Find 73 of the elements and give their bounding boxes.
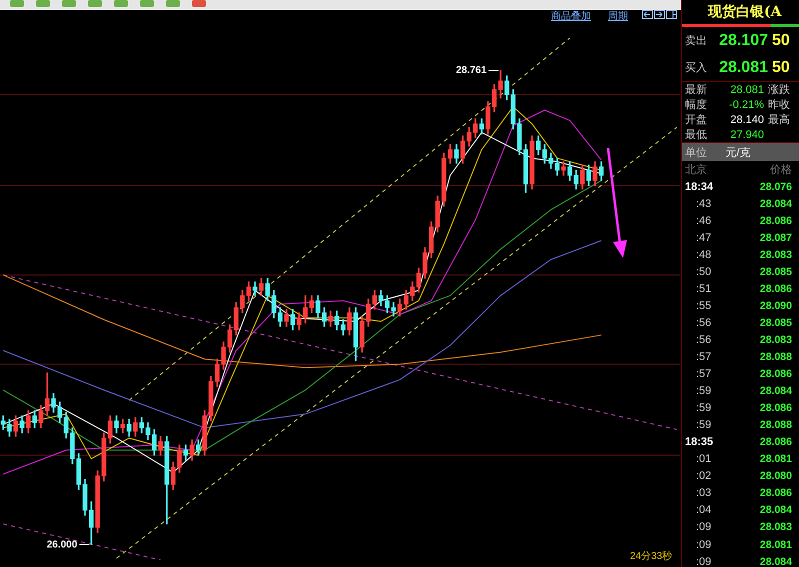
text: 24分33秒 [630,550,672,563]
text: 最新 [684,82,708,97]
text: 28.081 [718,58,768,76]
category-label: :01 [695,453,712,466]
category-label: :56 [695,316,712,329]
text: 幅度 [684,98,708,112]
text: 28.084 [760,198,792,210]
category-label: :46 [695,214,712,227]
text: 周期 [608,10,628,23]
text: 28.084 [760,504,792,516]
category-label: :56 [695,334,712,346]
text: -0.21% [728,98,764,110]
category-label: :48 [695,248,712,261]
annotation: 28.761 [456,65,487,76]
category-label: :59 [695,402,712,414]
text: 28.080 [760,470,792,482]
text: 卖出 [684,34,708,48]
category-label: :57 [695,350,712,363]
category-label: :04 [695,504,712,516]
text: 28.081 [760,538,792,550]
category-label: :51 [695,282,712,295]
category-label: :59 [695,385,712,398]
text: 28.085 [760,316,792,329]
text: 现货白银(A [706,3,783,22]
text: 28.140 [729,114,764,126]
category-label: 18:34 [684,180,714,193]
text: 元/克 [724,146,752,160]
text: 28.081 [729,84,764,96]
category-label: :03 [695,487,712,500]
category-label: :50 [695,266,712,278]
category-label: :43 [695,198,712,210]
text: 28.088 [760,419,792,432]
text: 商品叠加 [551,10,591,23]
text: 28.086 [760,282,792,295]
text: 28.086 [760,487,792,500]
text: 28.107 [718,32,768,50]
text: 开盘 [684,113,708,127]
text: 28.076 [760,180,792,193]
text: 50 [771,58,791,76]
text: 28.083 [760,248,792,261]
text: 28.087 [760,232,792,244]
text: 28.086 [760,368,792,380]
text: 28.084 [760,385,792,398]
text: 28.086 [760,436,792,448]
text: 最低 [684,128,708,142]
text: 28.084 [760,556,792,567]
category-label: :59 [695,419,712,432]
text: 北京 [684,162,708,177]
category-label: :55 [695,300,712,312]
text: 买入 [684,61,708,75]
text: 单位 [684,146,708,160]
text: 50 [771,32,791,50]
text: 28.081 [760,453,792,466]
category-label: :09 [695,538,712,550]
text: 28.086 [760,402,792,414]
category-label: :09 [695,556,712,567]
text: 昨收 [767,98,791,112]
text: 28.086 [760,214,792,227]
category-label: 18:35 [684,436,714,448]
text: 最高 [767,112,791,127]
text: 价格 [769,163,792,177]
text: 28.090 [760,300,792,312]
text: 涨跌 [767,83,791,97]
text: 28.083 [760,334,792,346]
category-label: :47 [695,232,712,244]
text: 28.083 [760,521,792,534]
text: 28.085 [760,266,792,278]
text: 28.088 [760,350,792,363]
category-label: :57 [695,368,712,380]
category-label: :02 [695,470,712,482]
category-label: :09 [695,521,712,534]
annotation: 26.000 [46,539,78,550]
text: 27.940 [729,128,764,140]
